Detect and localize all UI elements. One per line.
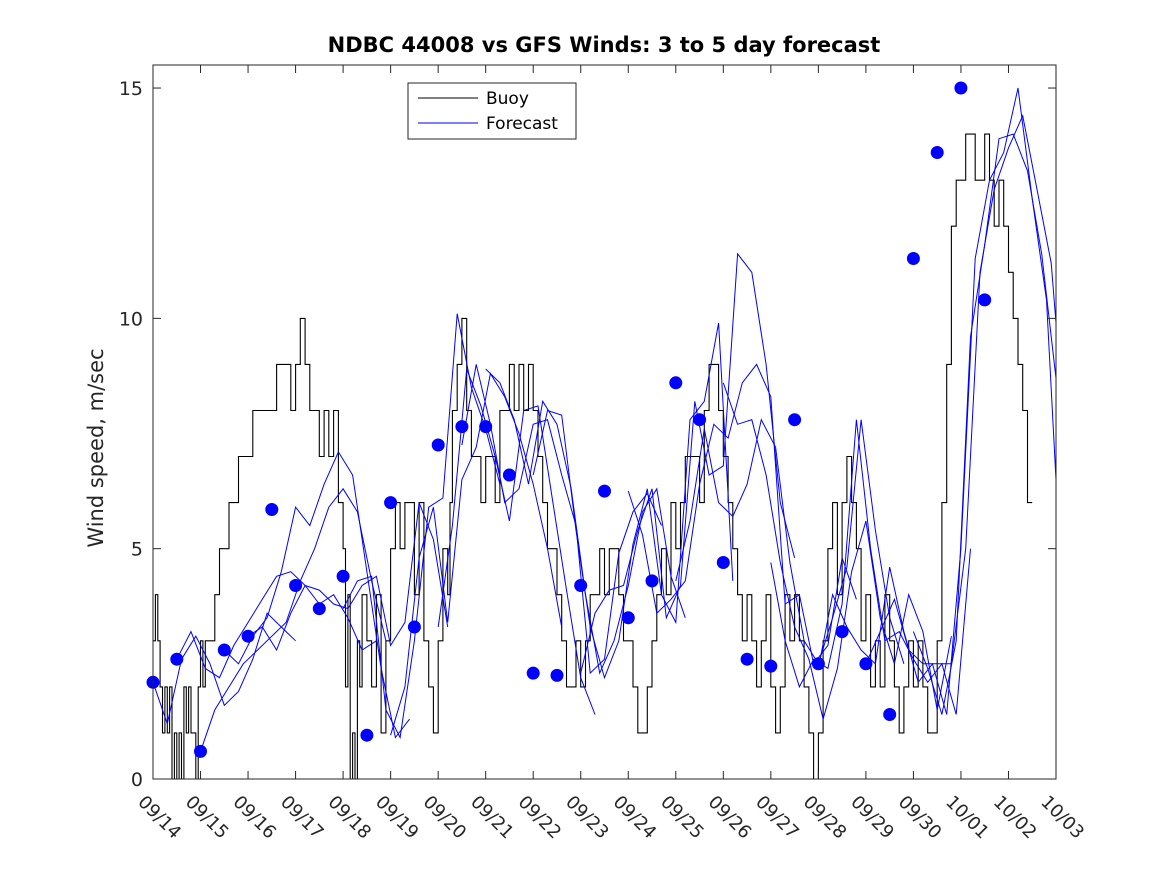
- legend-buoy-label: Buoy: [486, 89, 529, 109]
- forecast-marker: [384, 496, 398, 510]
- x-tick-label: 09/22: [514, 792, 566, 844]
- legend: Buoy Forecast: [407, 82, 577, 140]
- forecast-run-12: [580, 252, 796, 674]
- x-tick-label: 09/28: [799, 792, 851, 844]
- forecast-marker: [811, 657, 825, 671]
- forecast-marker: [978, 293, 992, 307]
- forecast-run-8: [437, 368, 596, 715]
- forecast-marker: [407, 620, 421, 634]
- legend-box: [407, 82, 577, 140]
- forecast-run-19: [912, 133, 1057, 715]
- forecast-marker: [954, 81, 968, 95]
- y-tick-label: 15: [119, 78, 143, 100]
- forecast-marker: [621, 611, 635, 625]
- forecast-marker: [669, 376, 683, 390]
- forecast-marker: [740, 652, 754, 666]
- forecast-marker: [598, 484, 611, 498]
- forecast-marker: [859, 657, 873, 671]
- buoy-series: [153, 133, 1033, 780]
- x-tick-label: 09/21: [466, 792, 518, 844]
- x-tick-label: 09/14: [133, 792, 185, 844]
- forecast-marker: [835, 625, 849, 639]
- forecast-run-3: [200, 487, 387, 752]
- forecast-run-17: [817, 87, 1057, 715]
- x-tick-label: 09/16: [229, 792, 281, 844]
- forecast-marker: [883, 708, 897, 721]
- x-tick-label: 09/20: [419, 792, 471, 844]
- chart-title: NDBC 44008 vs GFS Winds: 3 to 5 day fore…: [328, 33, 881, 57]
- forecast-marker: [170, 652, 184, 666]
- x-tick-label: 09/27: [751, 792, 803, 844]
- forecast-run-1: [152, 612, 296, 726]
- forecast-marker: [645, 574, 659, 588]
- x-tick-label: 09/15: [181, 792, 233, 844]
- x-tick-label: 09/29: [846, 792, 898, 844]
- y-axis: 0 5 10 15: [119, 78, 1056, 791]
- forecast-run-4: [223, 450, 410, 739]
- series-layer: [146, 81, 1057, 780]
- x-tick-label: 09/18: [324, 792, 376, 844]
- forecast-marker: [265, 503, 279, 516]
- x-tick-label: 10/02: [989, 792, 1041, 844]
- forecast-run-9: [461, 364, 662, 675]
- forecast-marker: [194, 744, 207, 758]
- forecast-marker: [241, 629, 255, 643]
- x-tick-label: 10/01: [941, 792, 993, 844]
- forecast-run-18: [865, 114, 1057, 665]
- y-axis-label: Wind speed, m/sec: [84, 348, 108, 547]
- forecast-marker: [217, 643, 231, 657]
- forecast-marker: [502, 468, 516, 482]
- x-tick-label: 09/26: [704, 792, 756, 844]
- y-tick-label: 5: [131, 539, 143, 561]
- forecast-marker: [550, 668, 564, 682]
- x-tick-label: 09/25: [656, 792, 708, 844]
- forecast-marker: [360, 728, 374, 742]
- forecast-run-14: [675, 418, 905, 665]
- x-tick-label: 09/19: [371, 792, 423, 844]
- forecast-marker: [693, 413, 707, 427]
- y-tick-label: 10: [119, 308, 143, 330]
- forecast-marker: [526, 666, 540, 680]
- x-tick-label: 10/03: [1036, 792, 1088, 844]
- forecast-marker: [431, 438, 445, 452]
- forecast-run-6: [342, 313, 501, 740]
- forecast-marker: [764, 659, 778, 673]
- forecast-marker: [930, 146, 944, 159]
- forecast-marker: [716, 556, 730, 569]
- x-tick-label: 09/24: [609, 792, 661, 844]
- forecast-run-16: [770, 419, 971, 715]
- forecast-marker: [906, 252, 920, 265]
- forecast-run-5: [247, 502, 449, 652]
- forecast-run-2: [176, 571, 377, 679]
- forecast-run-11: [532, 322, 734, 680]
- x-tick-label: 09/23: [561, 792, 613, 844]
- forecast-run-7: [390, 372, 563, 736]
- forecast-marker: [479, 420, 493, 434]
- legend-forecast-label: Forecast: [486, 114, 558, 134]
- forecast-marker: [289, 579, 303, 592]
- plot-background: [153, 65, 1056, 779]
- forecast-marker: [312, 602, 326, 616]
- forecast-marker: [336, 569, 350, 583]
- axes-box: [152, 64, 1057, 780]
- forecast-run-15: [722, 382, 952, 722]
- forecast-marker: [455, 420, 469, 434]
- x-tick-label: 09/17: [276, 792, 328, 844]
- x-tick-label: 09/30: [894, 792, 946, 844]
- forecast-marker: [574, 579, 588, 592]
- y-tick-label: 0: [131, 769, 143, 791]
- forecast-marker: [788, 413, 802, 427]
